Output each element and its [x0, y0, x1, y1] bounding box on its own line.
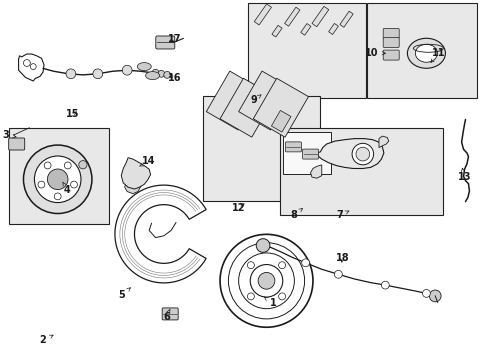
FancyBboxPatch shape [9, 138, 24, 150]
Bar [282, 132, 330, 174]
Circle shape [247, 293, 254, 300]
Polygon shape [121, 158, 150, 189]
Text: 3: 3 [2, 130, 16, 140]
Bar [9, 128, 108, 224]
Polygon shape [284, 7, 299, 26]
FancyBboxPatch shape [383, 28, 398, 39]
Text: 4: 4 [62, 182, 71, 195]
Circle shape [38, 181, 45, 188]
Bar [279, 128, 442, 215]
Text: 7: 7 [336, 210, 348, 220]
Text: 18: 18 [335, 253, 348, 264]
Ellipse shape [415, 44, 436, 62]
Circle shape [351, 143, 373, 165]
Circle shape [250, 265, 282, 297]
Circle shape [79, 161, 87, 169]
Circle shape [64, 162, 71, 169]
Ellipse shape [145, 72, 159, 80]
Circle shape [278, 262, 285, 269]
Polygon shape [254, 4, 271, 25]
Bar [248, 3, 365, 98]
Polygon shape [220, 78, 275, 137]
Polygon shape [378, 136, 388, 148]
Text: 11: 11 [430, 48, 445, 62]
Text: 13: 13 [457, 168, 470, 182]
Circle shape [247, 262, 254, 269]
Circle shape [301, 259, 309, 267]
FancyBboxPatch shape [302, 149, 318, 159]
Circle shape [256, 239, 269, 252]
Polygon shape [124, 172, 141, 194]
Polygon shape [206, 71, 261, 130]
Text: 16: 16 [168, 73, 182, 84]
Polygon shape [271, 25, 282, 37]
Polygon shape [310, 165, 321, 178]
FancyBboxPatch shape [162, 308, 178, 320]
Circle shape [422, 289, 429, 297]
Polygon shape [316, 139, 383, 168]
Circle shape [93, 69, 102, 79]
FancyBboxPatch shape [383, 37, 398, 48]
Circle shape [278, 293, 285, 300]
Circle shape [258, 273, 274, 289]
Text: 15: 15 [65, 109, 79, 120]
Text: 8: 8 [289, 208, 302, 220]
Circle shape [122, 65, 132, 75]
Polygon shape [238, 71, 293, 130]
Circle shape [152, 69, 159, 76]
Circle shape [54, 193, 61, 200]
Circle shape [44, 162, 51, 169]
Polygon shape [339, 11, 352, 27]
Text: 10: 10 [364, 48, 385, 58]
Bar [203, 96, 320, 201]
Ellipse shape [407, 38, 445, 68]
Polygon shape [300, 23, 310, 35]
Circle shape [34, 156, 81, 203]
Text: 6: 6 [163, 309, 170, 322]
Circle shape [428, 290, 440, 302]
Polygon shape [328, 23, 338, 35]
FancyBboxPatch shape [285, 142, 301, 152]
Circle shape [334, 270, 342, 278]
Ellipse shape [137, 63, 151, 71]
FancyBboxPatch shape [383, 50, 398, 60]
Circle shape [47, 169, 68, 190]
Text: 14: 14 [139, 156, 156, 166]
Text: 2: 2 [40, 335, 53, 345]
Circle shape [66, 69, 76, 79]
Text: 5: 5 [118, 288, 130, 300]
Polygon shape [311, 6, 328, 27]
Polygon shape [253, 78, 308, 137]
Circle shape [355, 147, 369, 161]
Text: 9: 9 [250, 95, 261, 105]
Circle shape [23, 145, 92, 213]
Circle shape [158, 70, 164, 77]
FancyBboxPatch shape [156, 36, 174, 49]
Polygon shape [271, 111, 290, 132]
Text: 1: 1 [264, 297, 276, 308]
Circle shape [381, 281, 388, 289]
Circle shape [70, 181, 77, 188]
Bar [366, 3, 476, 98]
Circle shape [163, 71, 170, 78]
Text: 12: 12 [231, 203, 245, 213]
Text: 17: 17 [168, 34, 182, 44]
